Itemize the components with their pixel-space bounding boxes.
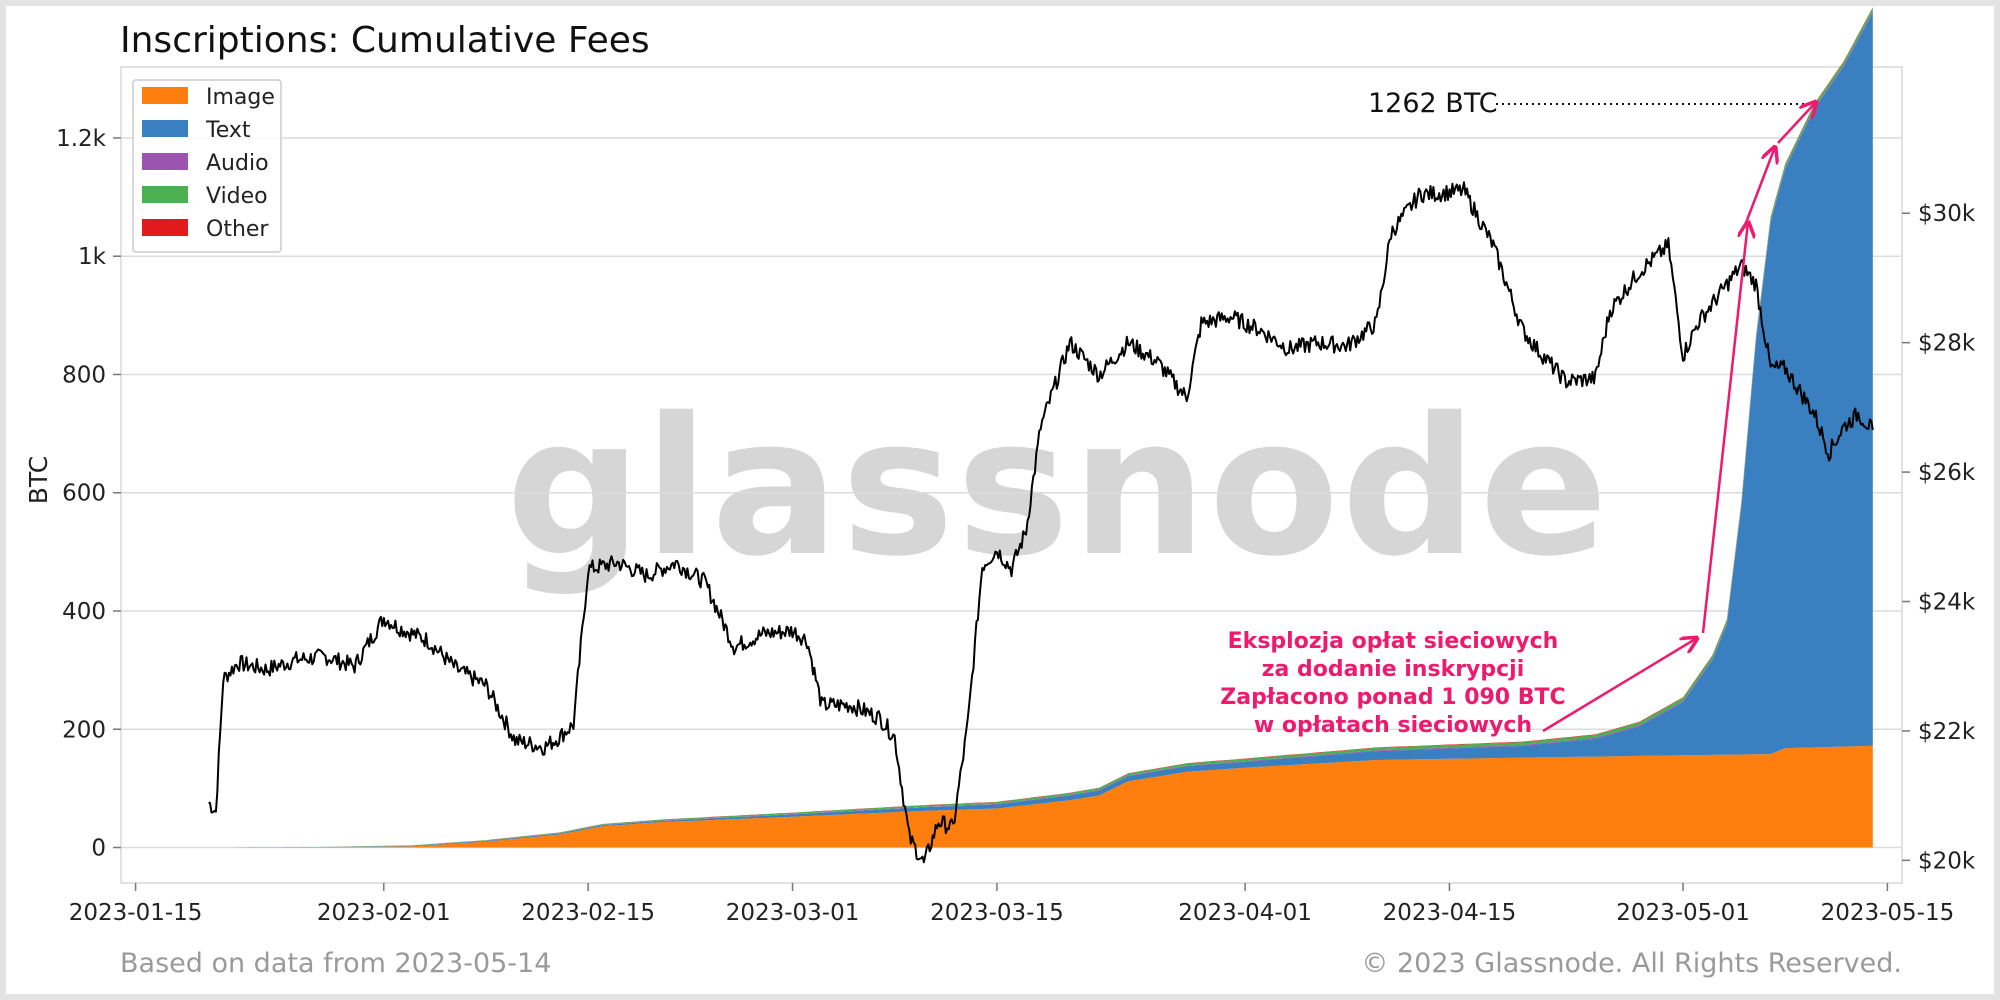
btc-price-line [208, 181, 1874, 864]
y2-tick-label: $22k [1918, 719, 1976, 745]
y-axis-right: $20k $22k $24k $26k $28k $30k [1902, 201, 1976, 874]
grid-lines [121, 137, 1902, 849]
y-tick-label: 200 [62, 717, 106, 743]
y-tick-label: 400 [62, 599, 106, 625]
y-tick-label: 800 [62, 362, 106, 388]
annotation-line-3: Zapłacono ponad 1 090 BTC [1220, 685, 1565, 710]
legend: Image Text Audio Video Other [132, 79, 282, 253]
y-tick-label: 600 [62, 481, 106, 507]
legend-swatch-audio [142, 153, 188, 170]
y2-tick-label: $20k [1918, 848, 1976, 874]
y-axis-label: BTC [24, 456, 53, 504]
footer-data-note: Based on data from 2023-05-14 [120, 948, 551, 979]
legend-label-text: Text [205, 118, 251, 143]
max-annotation: 1262 BTC [1368, 88, 1815, 119]
annotation-line-2: za dodanie inskrypcji [1262, 657, 1525, 682]
x-tick-label: 2023-03-01 [726, 900, 860, 926]
x-tick-label: 2023-03-15 [930, 900, 1064, 926]
x-tick-label: 2023-05-01 [1616, 900, 1750, 926]
area-series [223, 7, 1873, 848]
legend-swatch-image [142, 87, 188, 104]
annotation-line-1: Eksplozja opłat sieciowych [1228, 629, 1559, 654]
annotation-arrow-3 [1742, 147, 1775, 229]
x-axis: 2023-01-15 2023-02-01 2023-02-15 2023-03-01… [69, 883, 1954, 926]
footer-copyright: © 2023 Glassnode. All Rights Reserved. [1361, 948, 1902, 979]
x-tick-label: 2023-04-15 [1383, 900, 1517, 926]
x-tick-label: 2023-02-15 [521, 900, 655, 926]
y2-tick-label: $26k [1918, 460, 1976, 486]
legend-swatch-video [142, 186, 188, 203]
y-tick-label: 1k [78, 244, 107, 270]
price-series [208, 181, 1874, 864]
x-tick-label: 2023-05-15 [1821, 900, 1955, 926]
legend-label-video: Video [206, 184, 268, 209]
legend-label-image: Image [206, 85, 275, 110]
legend-swatch-other [142, 219, 188, 236]
chart-title: Inscriptions: Cumulative Fees [120, 20, 650, 61]
x-tick-label: 2023-02-01 [317, 900, 451, 926]
y-tick-label: 1.2k [56, 126, 107, 152]
annotation-line-4: w opłatach sieciowych [1254, 713, 1532, 738]
plot-area [120, 66, 1903, 884]
max-label: 1262 BTC [1368, 88, 1498, 119]
x-tick-label: 2023-04-01 [1178, 900, 1312, 926]
annotation-arrow-2 [1701, 222, 1748, 634]
annotation-arrows [1542, 102, 1816, 733]
area-image [223, 745, 1873, 848]
legend-label-audio: Audio [206, 151, 269, 176]
y2-tick-label: $24k [1918, 590, 1976, 616]
x-tick-label: 2023-01-15 [69, 900, 203, 926]
watermark-logo: glassnode [506, 377, 1610, 598]
y-tick-label: 0 [91, 836, 106, 862]
y2-tick-label: $28k [1918, 331, 1976, 357]
legend-swatch-text [142, 120, 188, 137]
legend-label-other: Other [206, 217, 269, 242]
y-axis-left: 0 200 400 600 800 1k 1.2k [56, 126, 121, 862]
y2-tick-label: $30k [1918, 201, 1976, 227]
annotation-text: Eksplozja opłat sieciowych za dodanie in… [1220, 629, 1565, 738]
annotation-arrow-1 [1542, 638, 1697, 733]
chart-svg: Inscriptions: Cumulative Fees glassnode … [24, 7, 1976, 979]
annotation-arrow-4 [1777, 102, 1816, 144]
